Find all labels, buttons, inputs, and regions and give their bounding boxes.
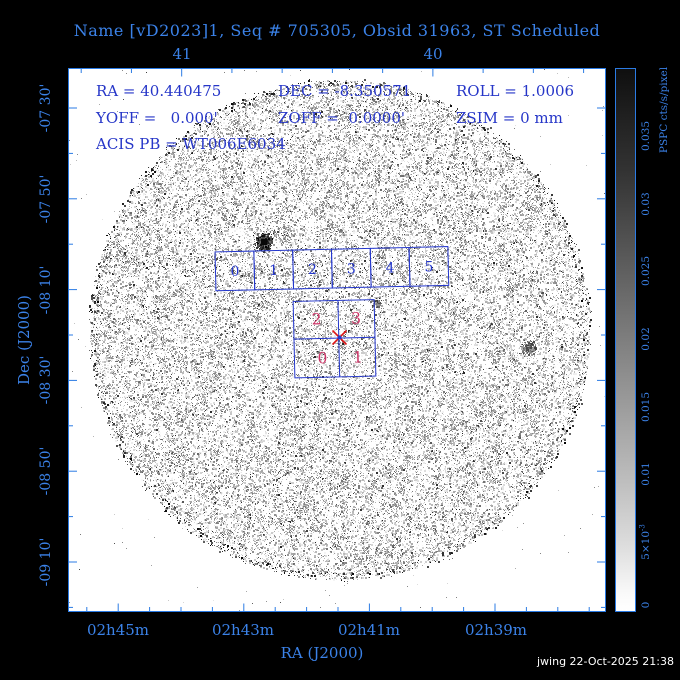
dec-tick-label: -08 30': [38, 356, 54, 405]
dec-tick-label: -08 10': [38, 265, 54, 314]
ra-value: RA = 40.440475: [96, 82, 222, 100]
colorbar-tick-label: 0.02: [639, 327, 652, 351]
colorbar-tick-label: 0.015: [639, 391, 652, 422]
colorbar-tick-label: 0: [639, 601, 652, 609]
ra-tick-label: 02h41m: [337, 621, 401, 639]
top-axis-tick-label: 41: [172, 45, 192, 63]
dec-value: DEC = -8.350571: [278, 82, 412, 100]
dec-tick-label: -09 10': [38, 537, 54, 587]
acis-pb-value: ACIS PB = WT006E6034: [96, 135, 286, 153]
dec-axis-title: Dec (J2000): [15, 295, 33, 385]
colorbar-title: PSPC cts/s/pixel: [658, 66, 670, 154]
colorbar-tick-label: 0.035: [639, 120, 652, 152]
ra-axis-title: RA (J2000): [280, 644, 364, 662]
top-axis-tick-label: 40: [423, 45, 443, 63]
colorbar-tick-label: 0.01: [639, 462, 652, 487]
sky-plot-frame: RA = 40.440475 DEC = -8.350571 ROLL = 1.…: [68, 68, 606, 612]
zoff-value: ZOFF = 0.0000': [278, 109, 406, 127]
colorbar-tick-label: 0.025: [639, 256, 652, 287]
dec-tick-label: -07 30': [38, 83, 54, 133]
ra-tick-label: 02h43m: [211, 621, 275, 639]
dec-tick-label: -08 50': [38, 446, 54, 496]
roll-value: ROLL = 1.0006: [456, 82, 575, 100]
creator-timestamp: jwing 22-Oct-2025 21:38: [536, 655, 674, 668]
plot-title: Name [vD2023]1, Seq # 705305, Obsid 3196…: [73, 21, 601, 40]
colorbar-tick-label: 0.03: [639, 191, 652, 216]
ra-tick-label: 02h39m: [464, 621, 528, 639]
colorbar: [615, 68, 636, 612]
ra-tick-label: 02h45m: [86, 621, 150, 639]
dec-tick-label: -07 50': [38, 174, 54, 224]
yoff-value: YOFF = 0.000': [96, 109, 218, 127]
colorbar-tick-label: 5×10-3: [638, 524, 652, 560]
zsim-value: ZSIM = 0 mm: [456, 109, 563, 127]
